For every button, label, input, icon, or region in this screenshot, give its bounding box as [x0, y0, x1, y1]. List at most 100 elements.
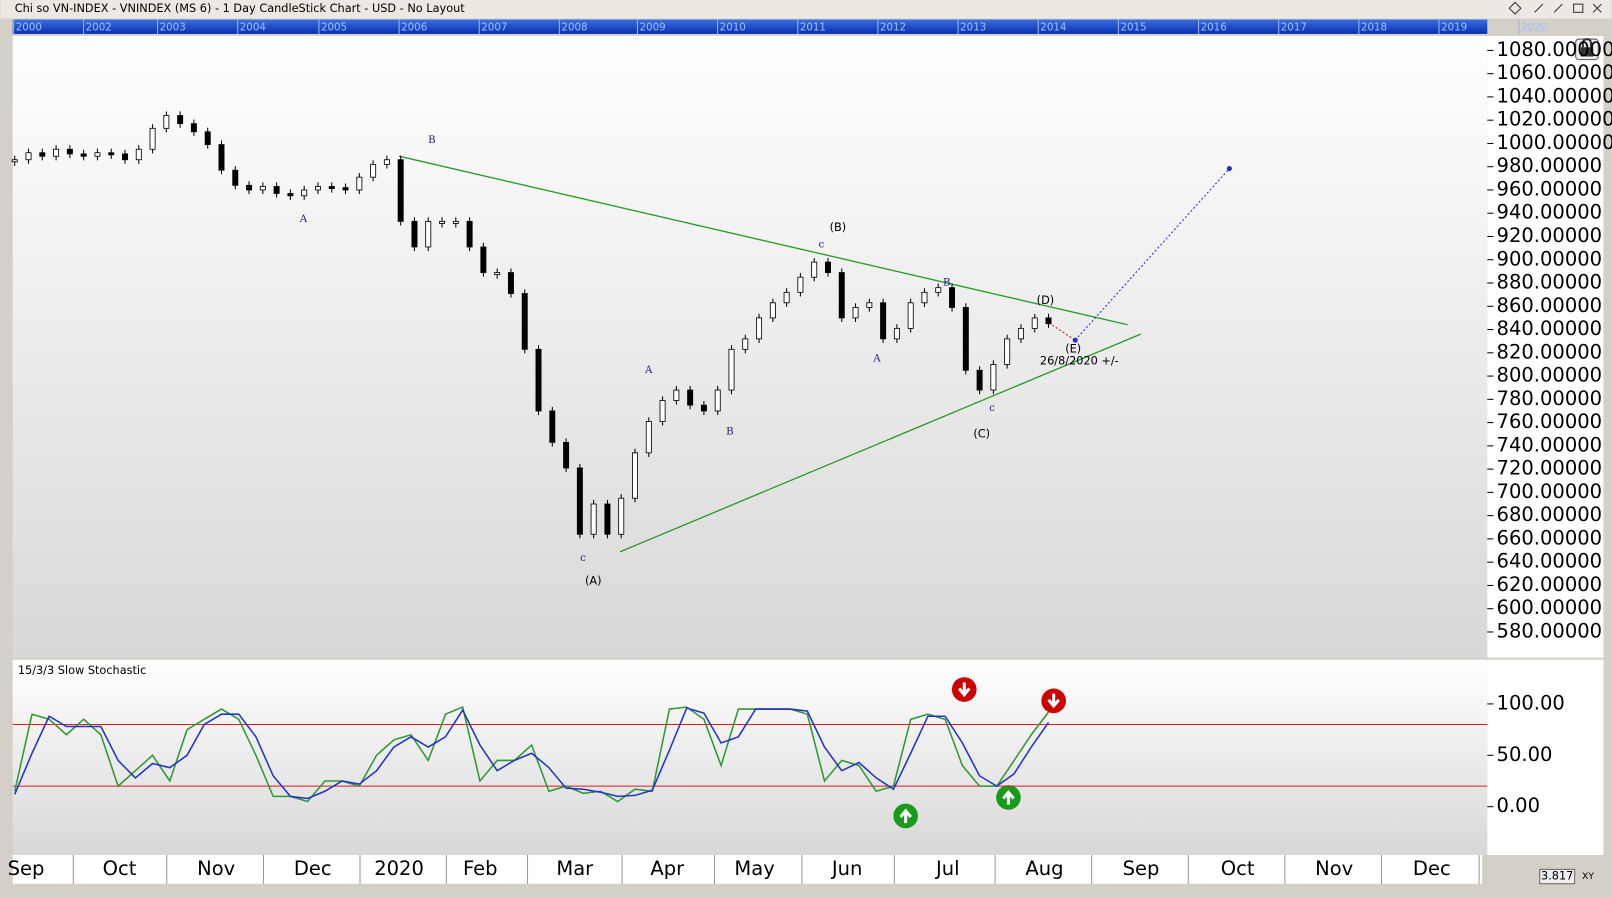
navigator-year: 2020 — [1521, 22, 1547, 34]
y-tick-label: 620.00000 — [1497, 573, 1603, 596]
wave-label: (B) — [830, 221, 847, 234]
candle — [700, 404, 707, 412]
window-icons[interactable] — [1508, 1, 1602, 15]
lock-icon[interactable] — [1575, 38, 1599, 61]
price-axis — [1487, 35, 1604, 658]
navigator-year: 2005 — [321, 22, 347, 34]
zoom: 3.817 — [1541, 870, 1573, 883]
wave-label: A — [644, 364, 653, 376]
navigator[interactable] — [12, 19, 1488, 34]
title-bar — [0, 0, 1612, 19]
y-tick-label: 720.00000 — [1497, 457, 1603, 480]
candle — [94, 152, 101, 157]
candle — [287, 193, 294, 197]
x-tick-label: Aug — [1025, 857, 1063, 880]
wave-label: A — [872, 353, 881, 365]
candle — [728, 348, 735, 391]
wave-label: B — [428, 134, 436, 146]
navigator-year: 2008 — [561, 22, 587, 34]
candle — [756, 317, 763, 340]
candle — [1004, 338, 1011, 365]
mode: XY — [1582, 871, 1594, 882]
window-title: Chi so VN-INDEX - VNINDEX (MS 6) - 1 Day… — [15, 2, 466, 15]
candle — [246, 184, 253, 191]
candle — [549, 410, 556, 443]
candle — [342, 187, 349, 191]
navigator-year: 2010 — [720, 22, 746, 34]
y-tick-label: 920.00000 — [1497, 224, 1603, 247]
y-tick-label: 1000.00000 — [1497, 131, 1612, 154]
candle — [452, 220, 459, 224]
candle — [893, 327, 900, 340]
candle — [466, 220, 473, 248]
candle — [425, 220, 432, 248]
navigator-year: 2014 — [1040, 22, 1066, 34]
navigator-year: 2007 — [481, 22, 507, 34]
candle — [535, 348, 542, 412]
candle — [1031, 317, 1038, 329]
zoom-box[interactable] — [1539, 868, 1576, 885]
candle — [990, 364, 997, 391]
x-tick-label: Dec — [294, 857, 332, 880]
candle — [935, 287, 942, 293]
wave-label: A — [299, 213, 308, 225]
candle — [232, 169, 239, 186]
candle — [687, 389, 694, 406]
navigator-year: 2002 — [86, 22, 112, 34]
stoch-title: 15/3/3 Slow Stochastic — [18, 664, 146, 677]
candle — [439, 220, 446, 224]
candle — [783, 291, 790, 304]
x-tick-label: Jul — [934, 857, 960, 880]
x-tick-label: Dec — [1413, 857, 1451, 880]
wave-label: (E) — [1065, 342, 1081, 355]
candle — [714, 389, 721, 412]
candle — [383, 159, 390, 165]
navigator-year: 2004 — [240, 22, 266, 34]
y-tick-label: 1060.00000 — [1497, 61, 1612, 84]
y-tick-label: 1020.00000 — [1497, 108, 1612, 131]
candle — [880, 302, 887, 340]
wave-label: (D) — [1037, 294, 1055, 307]
x-tick-label: Sep — [1123, 857, 1160, 880]
y-tick-label: 880.00000 — [1497, 271, 1603, 294]
navigator-year: 2016 — [1201, 22, 1227, 34]
candle — [39, 152, 46, 157]
candle — [218, 144, 225, 171]
x-tick-label: 2020 — [374, 857, 424, 880]
x-tick-label: Jun — [830, 857, 863, 880]
candle — [480, 246, 487, 273]
y-tick-label: 820.00000 — [1497, 340, 1603, 363]
navigator-year: 2000 — [16, 22, 42, 34]
candle — [397, 159, 404, 222]
candle — [411, 220, 418, 248]
candle — [742, 338, 749, 350]
candle — [976, 369, 983, 391]
candle — [576, 467, 583, 535]
candle — [108, 152, 115, 156]
y-tick-label: 800.00000 — [1497, 364, 1603, 387]
navigator-year: 2019 — [1441, 22, 1467, 34]
y-tick-label: 700.00000 — [1497, 480, 1603, 503]
wave-label: (A) — [585, 575, 602, 588]
y-tick-label: 980.00000 — [1497, 154, 1603, 177]
candle — [838, 272, 845, 319]
stoch-line — [14, 707, 1050, 800]
y-tick-label: 100.00 — [1497, 691, 1565, 714]
navigator-year: 2006 — [401, 22, 427, 34]
wave-label: c — [989, 402, 995, 414]
y-tick-label: 760.00000 — [1497, 410, 1603, 433]
y-tick-label: 0.00 — [1497, 794, 1540, 817]
y-tick-label: 740.00000 — [1497, 433, 1603, 456]
y-tick-label: 680.00000 — [1497, 503, 1603, 526]
x-tick-label: Apr — [650, 857, 685, 880]
candle — [11, 159, 18, 163]
candle — [618, 497, 625, 535]
x-tick-label: Mar — [556, 857, 594, 880]
y-tick-label: 600.00000 — [1497, 596, 1603, 619]
candle — [563, 441, 570, 469]
wave-label: 26/8/2020 +/- — [1040, 355, 1119, 368]
x-tick-label: Oct — [103, 857, 137, 880]
y-tick-label: 900.00000 — [1497, 247, 1603, 270]
